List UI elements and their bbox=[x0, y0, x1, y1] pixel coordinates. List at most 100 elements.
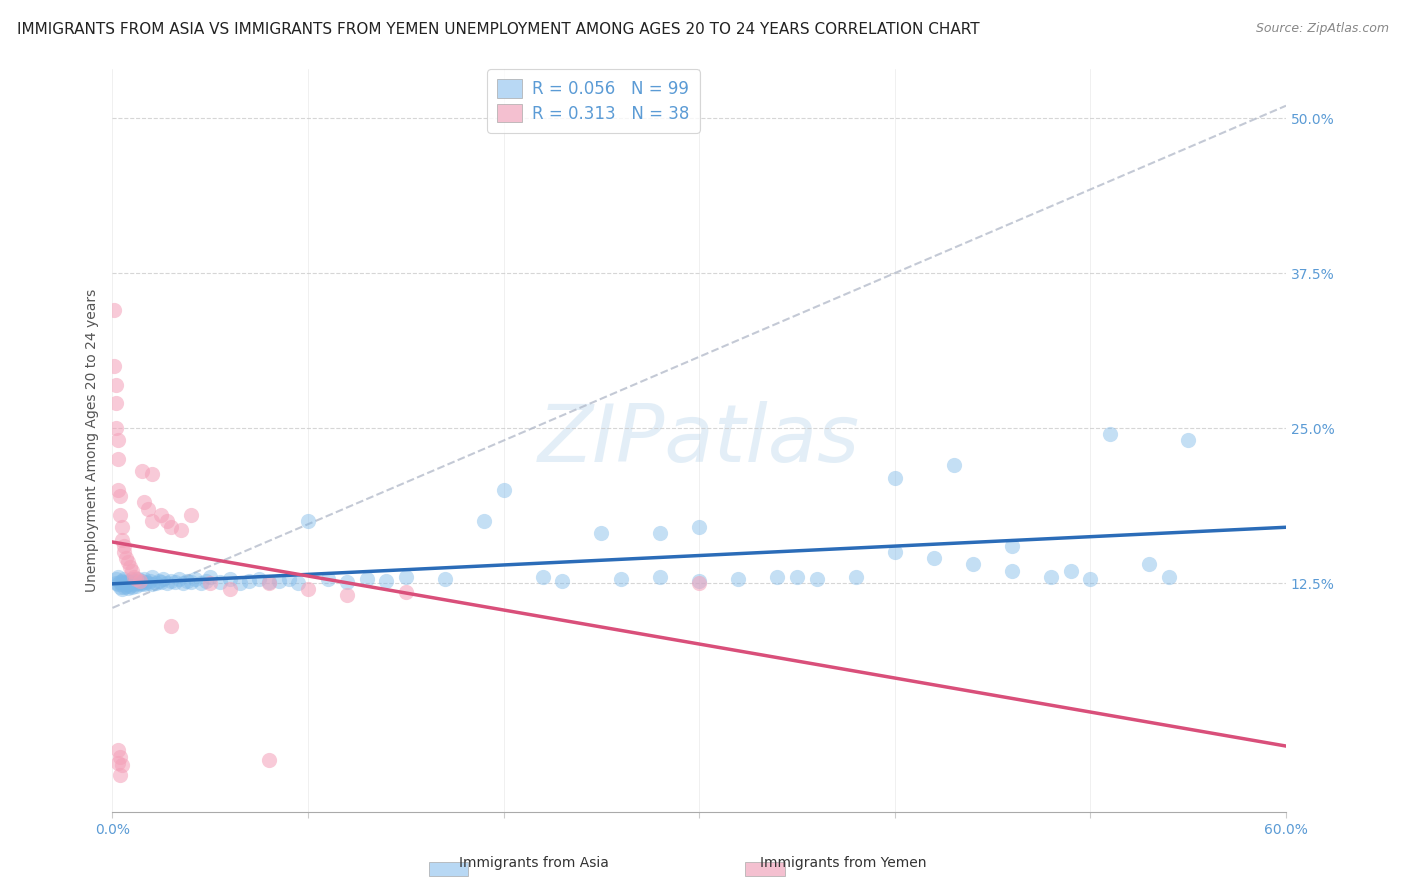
Point bbox=[395, 584, 418, 599]
Point bbox=[1001, 564, 1024, 578]
Point bbox=[190, 576, 212, 591]
Point bbox=[160, 619, 183, 633]
Point bbox=[200, 576, 222, 591]
Point bbox=[115, 576, 138, 591]
Point bbox=[650, 526, 672, 541]
Point bbox=[131, 465, 153, 479]
Point bbox=[120, 578, 142, 592]
Point bbox=[112, 539, 135, 553]
Point bbox=[180, 508, 202, 522]
Point bbox=[336, 574, 359, 589]
Point bbox=[121, 572, 143, 586]
Point bbox=[238, 574, 260, 588]
Point bbox=[107, 483, 129, 497]
Point bbox=[209, 574, 232, 589]
Point bbox=[107, 452, 129, 467]
Point bbox=[287, 576, 309, 591]
Point bbox=[120, 574, 142, 589]
Point bbox=[531, 570, 554, 584]
Point bbox=[128, 574, 150, 589]
Point bbox=[267, 574, 290, 588]
Point bbox=[127, 576, 149, 591]
Text: Immigrants from Asia: Immigrants from Asia bbox=[460, 856, 609, 870]
Point bbox=[218, 572, 240, 586]
Point bbox=[1098, 427, 1121, 442]
Point bbox=[170, 523, 193, 537]
Point bbox=[141, 577, 163, 591]
Point bbox=[115, 578, 138, 592]
Point bbox=[107, 434, 129, 448]
Point bbox=[111, 520, 134, 534]
Point bbox=[122, 574, 145, 588]
Point bbox=[117, 577, 139, 591]
Point bbox=[610, 572, 633, 586]
Point bbox=[247, 572, 270, 586]
Point bbox=[117, 581, 139, 595]
Point bbox=[110, 580, 132, 594]
Point bbox=[806, 572, 828, 586]
Point bbox=[148, 574, 170, 588]
Point bbox=[1001, 539, 1024, 553]
Point bbox=[136, 576, 159, 591]
Point bbox=[433, 572, 456, 586]
Point bbox=[105, 377, 128, 392]
Point bbox=[160, 520, 183, 534]
Point bbox=[138, 574, 160, 588]
Point bbox=[111, 758, 134, 772]
Point bbox=[145, 576, 167, 591]
Point bbox=[167, 572, 190, 586]
Point bbox=[105, 396, 128, 410]
Point bbox=[492, 483, 515, 497]
Point bbox=[110, 574, 132, 589]
Point bbox=[688, 574, 710, 588]
Point bbox=[121, 580, 143, 594]
Point bbox=[141, 570, 163, 584]
Point bbox=[650, 570, 672, 584]
Point bbox=[120, 560, 142, 574]
Point bbox=[131, 574, 153, 588]
Point bbox=[228, 576, 250, 591]
Text: ZIPatlas: ZIPatlas bbox=[538, 401, 860, 480]
Text: Immigrants from Yemen: Immigrants from Yemen bbox=[761, 856, 927, 870]
Point bbox=[105, 421, 128, 435]
Point bbox=[128, 577, 150, 591]
Point bbox=[1157, 570, 1180, 584]
Point bbox=[395, 570, 418, 584]
Text: IMMIGRANTS FROM ASIA VS IMMIGRANTS FROM YEMEN UNEMPLOYMENT AMONG AGES 20 TO 24 Y: IMMIGRANTS FROM ASIA VS IMMIGRANTS FROM … bbox=[17, 22, 980, 37]
Point bbox=[105, 576, 128, 591]
Point bbox=[117, 574, 139, 588]
Point bbox=[297, 514, 319, 528]
Point bbox=[316, 572, 339, 586]
Point bbox=[131, 576, 153, 591]
Point bbox=[277, 572, 299, 586]
Point bbox=[375, 574, 398, 588]
Point bbox=[165, 574, 187, 589]
Point bbox=[111, 574, 134, 588]
Point bbox=[125, 574, 148, 589]
Point bbox=[127, 572, 149, 586]
Point bbox=[472, 514, 495, 528]
Point bbox=[112, 574, 135, 589]
Point bbox=[160, 574, 183, 588]
Point bbox=[122, 577, 145, 591]
Point bbox=[1177, 434, 1199, 448]
Point bbox=[103, 359, 125, 373]
Point bbox=[132, 577, 155, 591]
Point bbox=[110, 749, 132, 764]
Point bbox=[112, 572, 135, 586]
Point bbox=[942, 458, 965, 473]
Point bbox=[962, 558, 984, 572]
Text: Source: ZipAtlas.com: Source: ZipAtlas.com bbox=[1256, 22, 1389, 36]
Point bbox=[121, 564, 143, 578]
Point bbox=[107, 743, 129, 757]
Point bbox=[1137, 558, 1160, 572]
Point bbox=[883, 471, 905, 485]
Point bbox=[183, 572, 205, 586]
Point bbox=[766, 570, 789, 584]
Point bbox=[125, 578, 148, 592]
Point bbox=[135, 574, 157, 589]
Point bbox=[107, 570, 129, 584]
Point bbox=[110, 489, 132, 503]
Point bbox=[150, 574, 173, 589]
Point bbox=[150, 508, 173, 522]
